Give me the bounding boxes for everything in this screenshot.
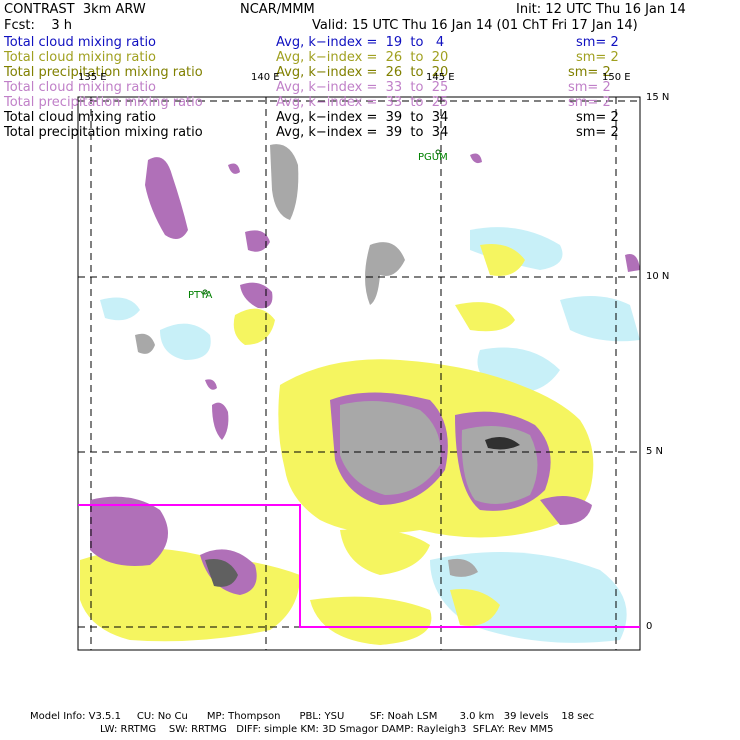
legend-range: Avg, k−index = 33 to 25 (276, 95, 449, 110)
lon-label: 150 E (602, 72, 631, 83)
station-label: PTYA (188, 290, 213, 301)
legend-field: Total cloud mixing ratio (4, 35, 157, 50)
yellow-cloud-area (310, 596, 432, 645)
legend-sm: sm= 2 (568, 80, 611, 95)
yellow-cloud-area (455, 302, 515, 332)
purple-cloud-area (90, 496, 168, 566)
map-frame (77, 96, 641, 651)
legend-sm: sm= 2 (576, 50, 619, 65)
subdomain-box (78, 504, 640, 628)
gray-cloud-area (340, 401, 441, 495)
lat-label: 10 N (646, 271, 670, 282)
legend-field: Total precipitation mixing ratio (4, 95, 203, 110)
legend-field: Total precipitation mixing ratio (4, 125, 203, 140)
forecast-hour: Fcst: 3 h (4, 18, 73, 33)
purple-cloud-area (470, 153, 482, 164)
model-physics: LW: RRTMG SW: RRTMG DIFF: simple KM: 3D … (100, 724, 554, 735)
yellow-cloud-area (480, 244, 525, 276)
legend-range: Avg, k−index = 33 to 25 (276, 80, 449, 95)
valid-time: Valid: 15 UTC Thu 16 Jan 14 (01 ChT Fri … (312, 18, 638, 33)
yellow-cloud-area (340, 529, 430, 575)
lon-label: 140 E (251, 72, 280, 83)
gray-cloud-area (270, 144, 299, 220)
legend-field: Total cloud mixing ratio (4, 50, 157, 65)
gray-cloud-area (205, 559, 238, 587)
legend-field: Total cloud mixing ratio (4, 110, 157, 125)
cyan-cloud-area (470, 227, 563, 270)
purple-cloud-area (228, 163, 240, 174)
yellow-cloud-area (233, 308, 275, 345)
lon-label: 145 E (426, 72, 455, 83)
init-time: Init: 12 UTC Thu 16 Jan 14 (516, 2, 686, 17)
model-info: Model Info: V3.5.1 CU: No Cu MP: Thompso… (30, 711, 595, 722)
cyan-cloud-area (100, 297, 140, 321)
purple-cloud-area (145, 157, 188, 239)
legend-sm: sm= 2 (576, 125, 619, 140)
legend-range: Avg, k−index = 39 to 34 (276, 110, 449, 125)
gray-cloud-area (485, 436, 520, 450)
lat-label: 0 (646, 621, 653, 632)
lat-label: 15 N (646, 92, 670, 103)
legend-sm: sm= 2 (568, 65, 611, 80)
station-marker (202, 289, 208, 295)
cloud-field-layer (80, 144, 640, 645)
lon-label: 135 E (78, 72, 107, 83)
lat-label: 5 N (646, 446, 664, 457)
cyan-cloud-area (160, 323, 211, 360)
legend-sm: sm= 2 (576, 110, 619, 125)
legend-sm: sm= 2 (576, 35, 619, 50)
station-label: PGUM (418, 152, 448, 163)
legend-range: Avg, k−index = 26 to 20 (276, 65, 449, 80)
purple-cloud-area (212, 402, 229, 440)
legend-sm: sm= 2 (568, 95, 611, 110)
legend-range: Avg, k−index = 26 to 20 (276, 50, 449, 65)
gray-cloud-area (365, 242, 405, 305)
legend-range: Avg, k−index = 19 to 4 (276, 35, 445, 50)
legend-field: Total cloud mixing ratio (4, 80, 157, 95)
center-label: NCAR/MMM (240, 2, 315, 17)
purple-cloud-area (240, 282, 273, 309)
plot-title: CONTRAST 3km ARW (4, 2, 146, 17)
gray-cloud-area (135, 333, 155, 354)
purple-cloud-area (625, 254, 640, 272)
purple-cloud-area (245, 230, 270, 252)
legend-range: Avg, k−index = 39 to 34 (276, 125, 449, 140)
station-marker (435, 149, 441, 155)
purple-cloud-area (205, 379, 217, 390)
gray-cloud-area (448, 558, 478, 577)
purple-cloud-area (540, 496, 592, 525)
yellow-cloud-area (450, 589, 500, 626)
legend-field: Total precipitation mixing ratio (4, 65, 203, 80)
cyan-cloud-area (560, 296, 640, 342)
